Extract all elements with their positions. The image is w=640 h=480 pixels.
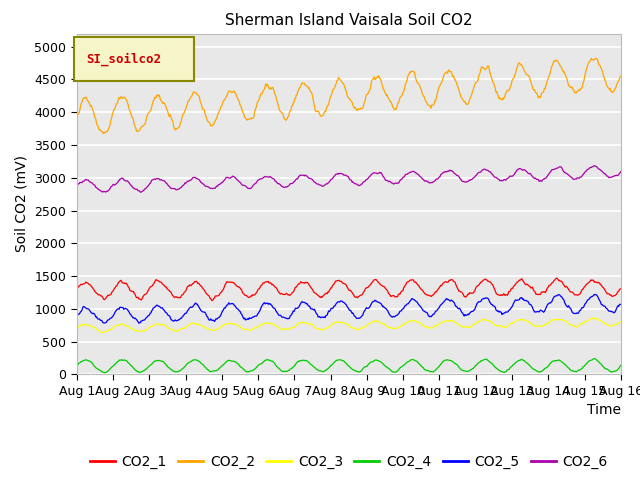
CO2_3 — [83, 322, 90, 328]
CO2_2 — [431, 98, 439, 104]
CO2_2 — [617, 73, 625, 79]
Line: CO2_5: CO2_5 — [77, 294, 621, 323]
CO2_6 — [223, 175, 231, 180]
CO2_3 — [223, 321, 231, 326]
CO2_6 — [73, 183, 81, 189]
CO2_3 — [99, 330, 106, 336]
CO2_6 — [416, 173, 424, 179]
CO2_1 — [83, 280, 90, 286]
CO2_2 — [223, 92, 231, 97]
Title: Sherman Island Vaisala Soil CO2: Sherman Island Vaisala Soil CO2 — [225, 13, 472, 28]
CO2_3 — [431, 323, 439, 328]
CO2_2 — [416, 82, 424, 88]
CO2_6 — [195, 177, 202, 182]
CO2_6 — [591, 163, 598, 168]
CO2_5 — [195, 304, 202, 310]
CO2_1 — [209, 298, 216, 303]
CO2_4 — [73, 362, 81, 368]
CO2_3 — [140, 328, 147, 334]
CO2_3 — [416, 320, 424, 325]
CO2_4 — [416, 361, 424, 367]
CO2_1 — [194, 281, 202, 287]
FancyBboxPatch shape — [74, 37, 194, 81]
CO2_2 — [99, 131, 107, 136]
CO2_4 — [223, 358, 231, 364]
CO2_5 — [431, 309, 439, 314]
CO2_4 — [195, 358, 202, 364]
CO2_6 — [83, 177, 90, 183]
CO2_3 — [195, 322, 202, 327]
CO2_4 — [431, 367, 439, 373]
CO2_1 — [431, 289, 439, 295]
CO2_4 — [591, 356, 598, 361]
Line: CO2_1: CO2_1 — [77, 278, 621, 300]
X-axis label: Time: Time — [587, 403, 621, 418]
CO2_6 — [431, 178, 439, 183]
CO2_6 — [617, 169, 625, 175]
CO2_1 — [73, 286, 81, 291]
Line: CO2_3: CO2_3 — [77, 318, 621, 333]
Text: SI_soilco2: SI_soilco2 — [86, 52, 161, 66]
Line: CO2_2: CO2_2 — [77, 58, 621, 133]
CO2_5 — [83, 306, 90, 312]
CO2_4 — [140, 368, 147, 373]
CO2_5 — [135, 320, 143, 326]
Legend: CO2_1, CO2_2, CO2_3, CO2_4, CO2_5, CO2_6: CO2_1, CO2_2, CO2_3, CO2_4, CO2_5, CO2_6 — [84, 449, 614, 475]
CO2_1 — [553, 276, 561, 281]
CO2_5 — [140, 317, 147, 323]
CO2_2 — [140, 123, 147, 129]
CO2_4 — [136, 370, 143, 375]
CO2_3 — [592, 315, 600, 321]
CO2_4 — [83, 357, 90, 363]
CO2_4 — [617, 362, 625, 368]
CO2_2 — [73, 113, 81, 119]
CO2_5 — [617, 301, 625, 307]
CO2_5 — [223, 302, 231, 308]
CO2_5 — [416, 302, 424, 308]
CO2_1 — [617, 286, 625, 292]
CO2_3 — [617, 319, 625, 324]
CO2_1 — [139, 294, 147, 300]
CO2_2 — [83, 96, 90, 101]
CO2_5 — [591, 291, 598, 297]
CO2_1 — [223, 279, 231, 285]
CO2_1 — [416, 285, 424, 290]
CO2_6 — [140, 188, 147, 193]
Y-axis label: Soil CO2 (mV): Soil CO2 (mV) — [15, 156, 29, 252]
CO2_2 — [195, 93, 202, 99]
CO2_3 — [73, 326, 81, 332]
CO2_2 — [592, 55, 600, 61]
Line: CO2_4: CO2_4 — [77, 359, 621, 372]
CO2_5 — [73, 314, 81, 320]
Line: CO2_6: CO2_6 — [77, 166, 621, 192]
CO2_6 — [136, 189, 144, 195]
